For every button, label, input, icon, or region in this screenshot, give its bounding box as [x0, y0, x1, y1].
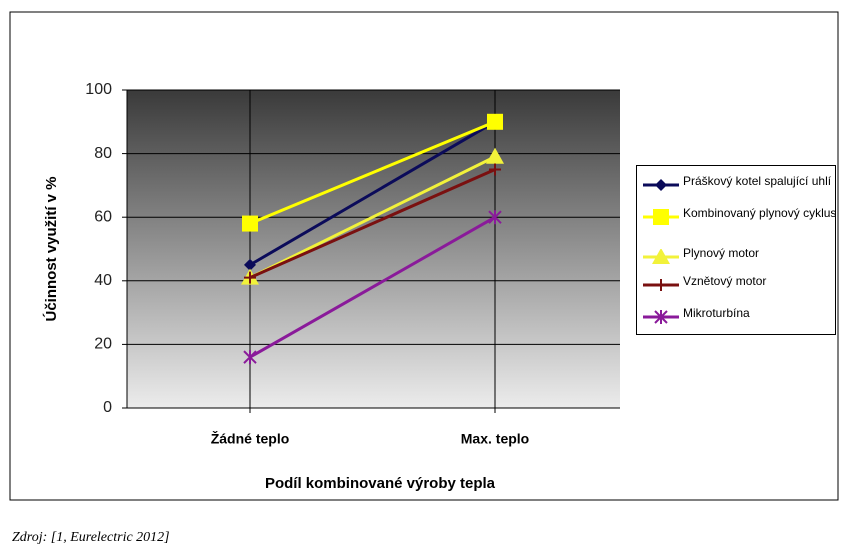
x-tick-label: Max. teplo: [461, 431, 529, 447]
legend-item: Práškový kotel spalující uhlí: [637, 172, 837, 202]
source: Zdroj: [1, Eurelectric 2012]: [12, 530, 170, 545]
marker: [489, 163, 501, 176]
legend-swatch: [643, 310, 679, 324]
legend-swatch: [643, 179, 679, 191]
legend-label: Práškový kotel spalující uhlí: [683, 174, 832, 188]
marker: [654, 310, 668, 324]
legend-swatch: [643, 279, 679, 291]
marker: [487, 113, 503, 130]
marker: [655, 279, 667, 291]
legend-item: Plynový motor: [637, 244, 837, 274]
legend-item: Mikroturbína: [637, 304, 837, 334]
marker: [655, 179, 667, 191]
marker: [243, 350, 257, 365]
y-tick-label: 60: [94, 208, 112, 225]
y-tick-label: 40: [94, 272, 112, 289]
y-tick-label: 20: [94, 336, 112, 353]
x-axis-title: Podíl kombinované výroby tepla: [265, 475, 496, 492]
legend-swatch: [643, 249, 679, 264]
legend-item: Kombinovaný plynový cyklus: [637, 204, 837, 234]
y-tick-label: 100: [85, 81, 112, 98]
marker: [242, 215, 258, 232]
marker: [653, 209, 669, 225]
legend-label: Vznětový motor: [683, 274, 767, 288]
legend-label: Mikroturbína: [683, 306, 750, 320]
y-tick-label: 0: [103, 399, 112, 416]
legend-label: Kombinovaný plynový cyklus: [683, 206, 837, 220]
series-line: [249, 155, 496, 279]
y-axis-title: Účinnost využití v %: [42, 176, 60, 321]
marker: [244, 258, 256, 271]
legend-swatch: [643, 209, 679, 225]
series-line: [249, 120, 496, 225]
marker: [244, 271, 256, 284]
series-line: [249, 120, 496, 267]
series-line: [249, 215, 496, 359]
marker: [488, 210, 502, 225]
legend: Práškový kotel spalující uhlí Kombinovaný…: [636, 165, 836, 335]
frame: [9, 11, 839, 501]
series-line: [249, 168, 496, 279]
y-tick-label: 80: [94, 145, 112, 162]
legend-label: Plynový motor: [683, 246, 760, 260]
x-tick-label: Žádné teplo: [211, 430, 290, 447]
plot-area: [127, 90, 620, 408]
legend-item: Vznětový motor: [637, 272, 837, 302]
marker: [652, 249, 670, 264]
marker: [486, 147, 504, 164]
